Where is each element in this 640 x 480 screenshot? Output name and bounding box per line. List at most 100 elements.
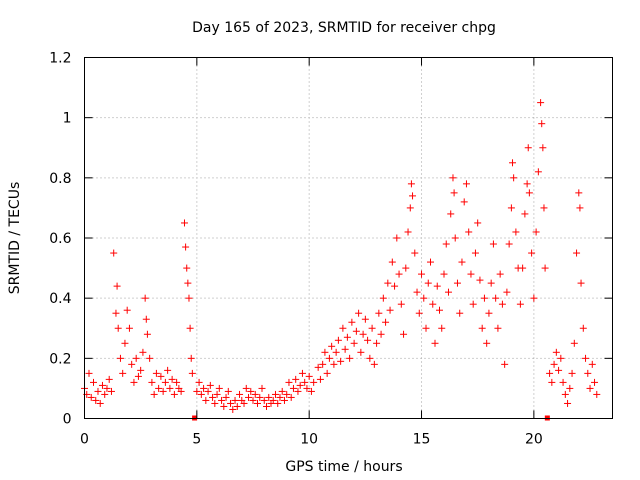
data-point (146, 354, 154, 362)
data-point (579, 324, 587, 332)
data-point (209, 393, 217, 401)
data-point (467, 270, 475, 278)
data-point (220, 402, 228, 410)
data-point (125, 324, 133, 332)
data-point (573, 249, 581, 257)
data-point (559, 378, 567, 386)
data-point (231, 396, 239, 404)
y-tick-label: 0.6 (49, 231, 71, 247)
data-point (528, 249, 536, 257)
data-point (397, 300, 405, 308)
data-point (427, 258, 435, 266)
data-point (407, 180, 415, 188)
data-point (348, 318, 356, 326)
data-point (438, 324, 446, 332)
data-point (123, 306, 131, 314)
data-point (305, 372, 313, 380)
x-tick-label: 10 (300, 432, 318, 448)
data-point (409, 192, 417, 200)
data-point (384, 279, 392, 287)
data-point (458, 258, 466, 266)
data-point (150, 390, 158, 398)
data-point (337, 357, 345, 365)
data-point (366, 354, 374, 362)
y-tick-label: 0.8 (49, 171, 71, 187)
data-point (292, 375, 300, 383)
data-point (431, 339, 439, 347)
data-point (444, 288, 452, 296)
data-point (98, 381, 106, 389)
data-point (451, 234, 459, 242)
data-point (552, 348, 560, 356)
data-point (197, 390, 205, 398)
x-tick-label: 0 (80, 432, 89, 448)
y-axis-title: SRMTID / TECUs (7, 182, 23, 295)
data-point (323, 369, 331, 377)
y-tick-label: 0.4 (49, 291, 71, 307)
data-point (440, 270, 448, 278)
data-point (503, 288, 511, 296)
data-point (161, 378, 169, 386)
data-point (159, 387, 167, 395)
data-point (105, 375, 113, 383)
data-point (355, 309, 363, 317)
data-point (418, 270, 426, 278)
data-point (258, 384, 266, 392)
data-point (382, 318, 390, 326)
data-point (509, 159, 517, 167)
data-point (507, 204, 515, 212)
data-point (561, 390, 569, 398)
data-point (287, 393, 295, 401)
data-point (395, 270, 403, 278)
data-point (215, 384, 223, 392)
data-point (393, 234, 401, 242)
data-point (177, 387, 185, 395)
data-point (575, 189, 583, 197)
data-point (474, 219, 482, 227)
data-point (442, 240, 450, 248)
data-point (114, 324, 122, 332)
data-point (540, 204, 548, 212)
data-point (274, 399, 282, 407)
data-point (188, 369, 196, 377)
data-point (182, 243, 190, 251)
data-point (566, 384, 574, 392)
data-point (404, 228, 412, 236)
data-point (339, 324, 347, 332)
data-point (96, 399, 104, 407)
data-point (343, 333, 351, 341)
data-point (400, 330, 408, 338)
data-point (276, 393, 284, 401)
data-point (143, 330, 151, 338)
data-point (480, 294, 488, 302)
data-point (359, 330, 367, 338)
data-point (483, 339, 491, 347)
data-point (375, 309, 383, 317)
data-point (328, 342, 336, 350)
data-point (532, 228, 540, 236)
data-point (586, 384, 594, 392)
data-point (429, 300, 437, 308)
data-point (148, 378, 156, 386)
data-point (314, 363, 322, 371)
data-point (269, 396, 277, 404)
data-point (185, 294, 193, 302)
y-tick-label: 0 (63, 412, 72, 428)
data-point (492, 294, 500, 302)
data-point (271, 390, 279, 398)
data-point (462, 180, 470, 188)
data-point (170, 390, 178, 398)
data-point (213, 390, 221, 398)
data-point (310, 378, 318, 386)
data-point (325, 354, 333, 362)
data-point (411, 249, 419, 257)
data-point (534, 168, 542, 176)
data-point (218, 396, 226, 404)
y-tick-label: 0.2 (49, 351, 71, 367)
data-point (357, 348, 365, 356)
data-point (186, 324, 194, 332)
data-point (465, 228, 473, 236)
chart-title: Day 165 of 2023, SRMTID for receiver chp… (192, 20, 496, 36)
data-point (121, 339, 129, 347)
data-point (236, 390, 244, 398)
